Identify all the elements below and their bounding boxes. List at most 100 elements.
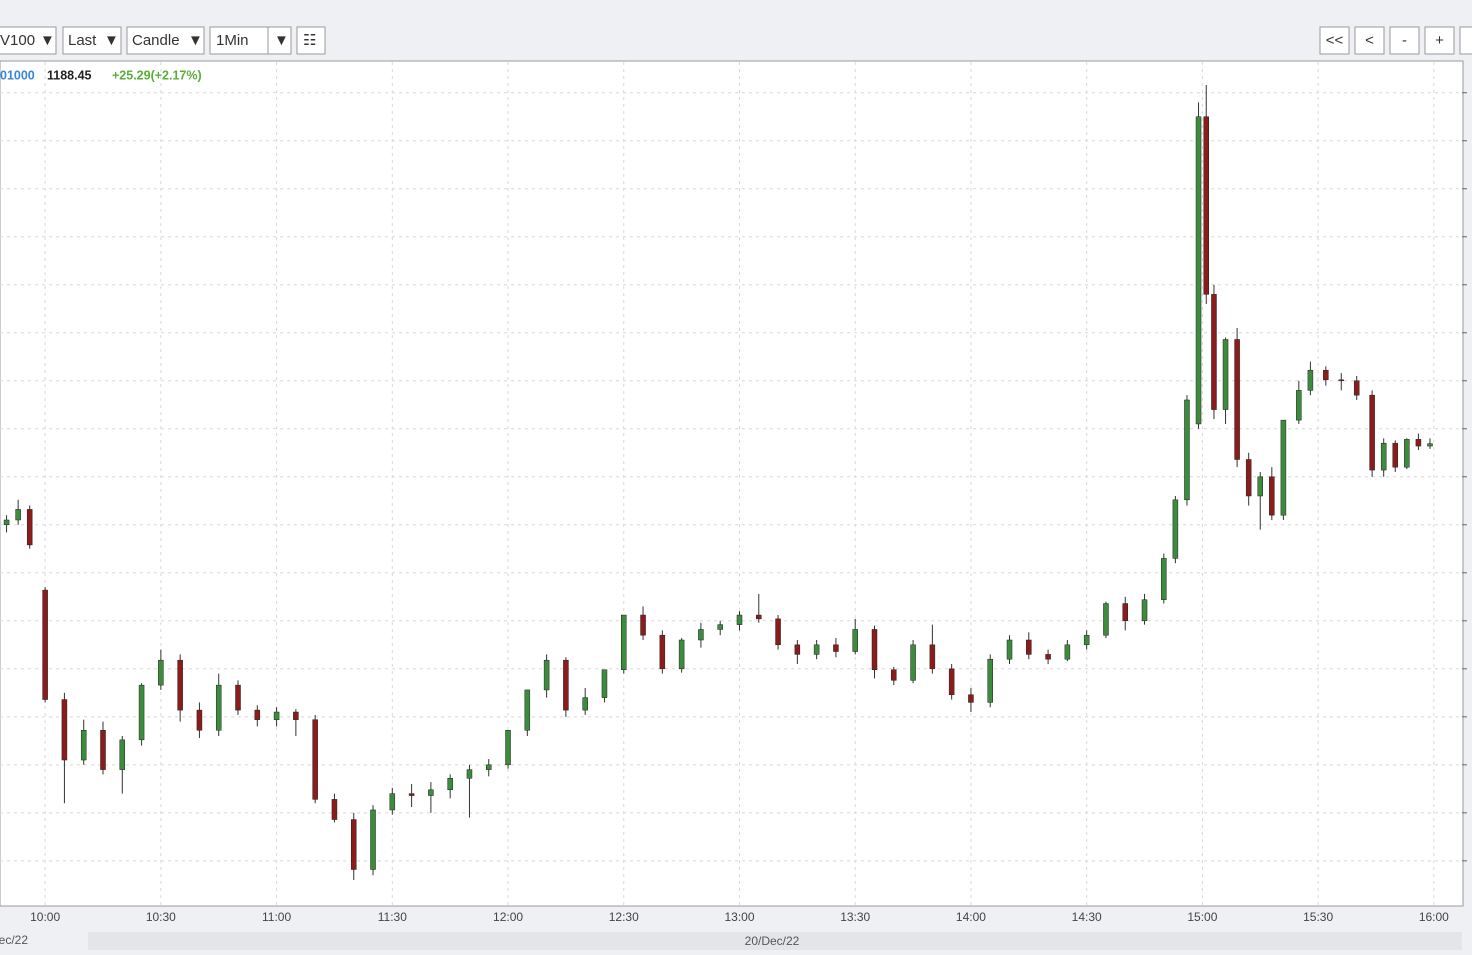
- candle-body: [1172, 499, 1179, 559]
- button-frame: [1319, 26, 1350, 55]
- nav-button[interactable]: -: [1389, 26, 1420, 55]
- candle-body: [640, 614, 646, 636]
- nav-button[interactable]: <<: [1319, 26, 1350, 55]
- candle-body: [756, 614, 762, 620]
- candle-body: [1103, 603, 1109, 636]
- button-label: +: [1435, 32, 1444, 49]
- candle-body: [1415, 439, 1422, 447]
- plot-area: [0, 60, 1464, 907]
- candle-body: [447, 778, 453, 791]
- candle-body: [254, 709, 261, 720]
- candle-body: [1141, 599, 1148, 622]
- date-label: 20/Dec/22: [745, 934, 800, 948]
- candle-body: [813, 644, 820, 655]
- candle-body: [1380, 442, 1387, 471]
- candle-body: [215, 684, 222, 731]
- interval: 1Min: [216, 32, 249, 49]
- candle-body: [1404, 439, 1410, 468]
- candle-body: [929, 644, 936, 670]
- candle-body: [871, 629, 878, 671]
- x-tick-label: 15:30: [1303, 910, 1333, 924]
- candle-body: [852, 629, 858, 652]
- settings-icon: ☷: [303, 32, 316, 49]
- candle-body: [1269, 476, 1275, 516]
- candle-body: [1211, 294, 1217, 410]
- candle-body: [1257, 476, 1264, 497]
- candle-body: [15, 509, 21, 521]
- x-tick-label: 13:00: [724, 910, 754, 924]
- candle-body: [1392, 442, 1399, 468]
- candle-body: [775, 618, 781, 646]
- button-frame: [1354, 26, 1385, 55]
- candle-body: [1296, 390, 1302, 421]
- style: Candle: [132, 32, 180, 49]
- candle-body: [1222, 339, 1229, 410]
- nav-button[interactable]: [1459, 26, 1472, 55]
- candle-body: [1064, 644, 1071, 660]
- x-tick-label: 15:00: [1187, 910, 1217, 924]
- candle-body: [968, 694, 974, 703]
- nav-button[interactable]: <: [1354, 26, 1385, 55]
- candle-body: [1122, 603, 1128, 622]
- candle-body: [196, 709, 203, 731]
- x-tick-label: 12:30: [609, 910, 639, 924]
- candle-body: [678, 639, 685, 670]
- dropdown-arrow: ▼: [104, 32, 119, 49]
- candle-body: [80, 730, 87, 761]
- candle-body: [1353, 380, 1360, 396]
- symbol: V100: [0, 32, 35, 49]
- button-label: <<: [1326, 32, 1344, 49]
- candle-body: [408, 793, 415, 796]
- x-tick-label: 14:30: [1072, 910, 1102, 924]
- last-price: 1188.45: [47, 68, 92, 82]
- style-select[interactable]: Candle ▼: [126, 26, 205, 55]
- candle-body: [1323, 369, 1329, 381]
- symbol-select[interactable]: V100 ▼: [0, 26, 57, 55]
- candle-body: [1307, 369, 1314, 391]
- candle-body: [100, 730, 106, 770]
- button-frame: [1389, 26, 1420, 55]
- candle-body: [1280, 419, 1287, 516]
- candle-body: [293, 711, 299, 720]
- candle-body: [1026, 639, 1032, 655]
- candle-body: [177, 659, 183, 711]
- candle-body: [505, 730, 511, 766]
- x-tick-label: 11:00: [262, 910, 291, 924]
- dropdown-arrow: ▼: [40, 32, 55, 49]
- candle-body: [698, 629, 704, 641]
- candle-body: [1234, 339, 1240, 460]
- dropdown-arrow: ▼: [188, 32, 203, 49]
- candle-body: [563, 659, 569, 711]
- candle-body: [273, 711, 280, 720]
- candle-body: [1427, 443, 1433, 447]
- candle-body: [833, 644, 839, 652]
- candle-body: [794, 644, 801, 655]
- nav-button[interactable]: +: [1424, 26, 1455, 55]
- candle-body: [524, 689, 531, 731]
- candle-body: [158, 659, 164, 686]
- candle-body: [370, 809, 376, 870]
- candle-body: [312, 719, 318, 800]
- candle-body: [1195, 116, 1202, 425]
- button-frame: [1424, 26, 1455, 55]
- candle-body: [736, 614, 743, 625]
- scrollbar[interactable]: [88, 932, 1462, 950]
- candle-body: [61, 699, 68, 761]
- field-select[interactable]: Last ▼: [62, 26, 122, 55]
- x-tick-label: 11:30: [378, 910, 407, 924]
- candle-body: [543, 659, 550, 691]
- x-tick-label: 10:30: [146, 910, 176, 924]
- candle-body: [119, 739, 126, 770]
- button-label: -: [1402, 32, 1407, 49]
- candle-body: [26, 509, 33, 546]
- interval-select[interactable]: 1Min ▼: [209, 26, 292, 55]
- candle-body: [42, 589, 48, 700]
- candle-body: [235, 684, 241, 711]
- candle-body: [1338, 379, 1345, 382]
- button-label: <: [1365, 32, 1374, 49]
- settings-button[interactable]: ☷: [296, 26, 326, 55]
- candle-body: [1203, 116, 1209, 295]
- instrument-code: 01000: [0, 68, 35, 82]
- x-tick-label: 13:30: [840, 910, 870, 924]
